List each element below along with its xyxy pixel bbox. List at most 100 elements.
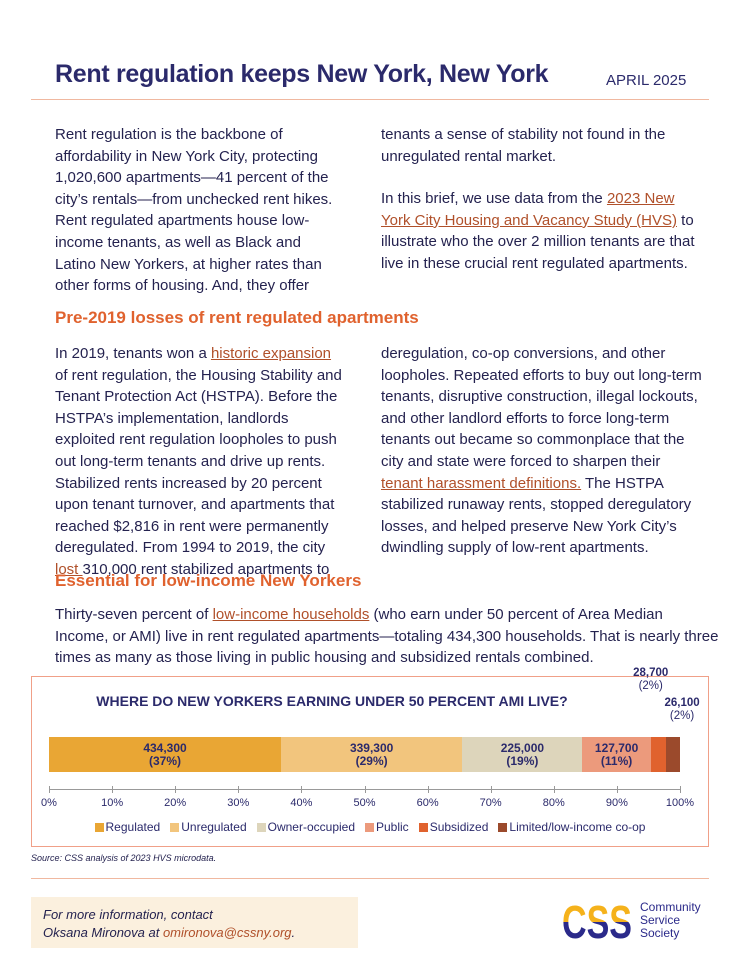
tenant-harassment-link[interactable]: tenant harassment definitions. — [381, 474, 582, 492]
legend-swatch — [365, 822, 374, 832]
page-title: Rent regulation keeps New York, New York — [55, 60, 549, 88]
callout-value: 26,100 — [664, 697, 700, 709]
text: The HSTPA stabilized runaway rents, stop… — [381, 474, 692, 557]
x-tick — [427, 786, 429, 793]
legend-item: Regulated — [94, 820, 161, 834]
bar-pct-label: (37%) — [149, 754, 182, 768]
bar-pct-label: (29%) — [355, 754, 388, 768]
legend-label: Unregulated — [181, 820, 247, 834]
source-note: Source: CSS analysis of 2023 HVS microda… — [31, 853, 217, 863]
bar-callout-label: 26,100 (2%) — [660, 697, 704, 723]
text: of rent regulation, the Housing Stabilit… — [55, 366, 342, 557]
text: to illustrate who the over 2 million ten… — [381, 211, 695, 272]
x-tick — [490, 786, 492, 793]
legend-label: Public — [376, 820, 409, 834]
text: Society — [640, 925, 680, 940]
text: Service — [640, 912, 681, 927]
text: . — [291, 925, 296, 940]
x-tick — [553, 786, 555, 793]
text: In 2019, tenants won a — [55, 345, 211, 362]
bar-pct-label: (19%) — [506, 754, 539, 768]
x-tick-label: 50% — [353, 797, 376, 809]
x-tick-label: 90% — [605, 797, 628, 809]
legend-label: Subsidized — [429, 820, 489, 834]
email-link[interactable]: omironova@cssny.org — [162, 925, 292, 940]
legend-item: Unregulated — [170, 820, 247, 834]
section-heading-low-income: Essential for low-income New Yorkers — [55, 571, 362, 590]
historic-expansion-link[interactable]: historic expansion — [210, 345, 332, 362]
bar-value-label: 225,000 — [500, 741, 545, 755]
x-tick — [301, 786, 303, 793]
x-tick-label: 60% — [416, 797, 439, 809]
losses-left: In 2019, tenants won a historic expansio… — [55, 343, 345, 581]
contact-line-1: For more information, contact — [43, 907, 213, 922]
x-tick-label: 70% — [479, 797, 502, 809]
legend-swatch — [498, 822, 508, 832]
bar-value-label: 127,700 — [594, 741, 639, 755]
low-income-paragraph: Thirty-seven percent of low-income house… — [55, 604, 720, 669]
x-tick-label: 10% — [101, 797, 124, 809]
x-tick-label: 30% — [227, 797, 250, 809]
x-tick-label: 20% — [164, 797, 187, 809]
text: Oksana Mironova at — [43, 925, 163, 940]
intro-right: tenants a sense of stability not found i… — [381, 124, 706, 275]
hvs-link[interactable]: 2023 New York City Housing and Vacancy S… — [381, 190, 677, 229]
x-tick — [238, 786, 240, 793]
x-tick-label: 40% — [290, 797, 313, 809]
bar-segment-owner-occupied: 225,000 (19%) — [462, 737, 583, 772]
css-logo: CSS Community Service Society — [562, 899, 701, 941]
lost-link[interactable]: lost — [55, 560, 83, 578]
x-tick — [680, 786, 681, 793]
callout-value: 28,700 — [633, 667, 669, 679]
legend: Regulated Unregulated Owner-occupied Public… — [32, 820, 708, 834]
x-tick-label: 100% — [665, 797, 695, 809]
x-tick — [112, 786, 114, 793]
header-divider — [31, 99, 709, 100]
intro-left: Rent regulation is the backbone of affor… — [55, 126, 333, 295]
x-tick — [364, 786, 366, 793]
contact-line-2: Oksana Mironova at omironova@cssny.org. — [43, 924, 346, 942]
text: In this brief, we use data from the — [381, 190, 607, 208]
bar-pct-label: (11%) — [600, 754, 633, 768]
bar-segment-subsidized — [650, 737, 667, 772]
legend-swatch — [256, 822, 266, 832]
intro-para-2: In this brief, we use data from the 2023… — [381, 188, 706, 274]
x-tick-label: 80% — [542, 797, 565, 809]
footer-divider — [31, 878, 709, 879]
legend-swatch — [170, 822, 180, 832]
bar-segment-limited-low-income-co-op — [666, 737, 680, 772]
legend-label: Regulated — [105, 820, 161, 834]
section-heading-losses: Pre-2019 losses of rent regulated apartm… — [55, 308, 419, 327]
legend-item: Subsidized — [418, 820, 489, 834]
text: (who earn under 50 percent of Area Media… — [55, 606, 719, 667]
chart-box: WHERE DO NEW YORKERS EARNING UNDER 50 PE… — [31, 667, 709, 847]
text: deregulation, co-op conversions, and oth… — [381, 345, 702, 470]
legend-item: Owner-occupied — [256, 820, 355, 834]
callout-pct: (2%) — [638, 680, 663, 692]
contact-box: For more information, contact Oksana Mir… — [31, 897, 358, 948]
low-income-households-link[interactable]: low-income households — [212, 606, 370, 623]
bar-segment-unregulated: 339,300 (29%) — [281, 737, 463, 772]
bar-value-label: 339,300 — [349, 741, 394, 755]
legend-swatch — [418, 822, 428, 832]
callout-pct: (2%) — [669, 710, 695, 722]
text: 310,000 rent stabilized apartments to — [82, 560, 330, 578]
text: Thirty-seven percent of — [55, 606, 213, 623]
intro-para-1: tenants a sense of stability not found i… — [381, 126, 666, 165]
bar-segment-public: 127,700 (11%) — [582, 737, 651, 772]
svg-text:CSS: CSS — [562, 899, 632, 941]
css-logo-mark: CSS — [562, 899, 632, 941]
bar-callout-label: 28,700 (2%) — [629, 667, 673, 693]
text: Community — [640, 899, 701, 914]
legend-label: Limited/low-income co-op — [509, 820, 646, 834]
bar-value-label: 434,300 — [143, 741, 187, 755]
legend-swatch — [94, 822, 104, 832]
x-tick — [49, 786, 50, 793]
logo-text: Community Service Society — [640, 899, 701, 940]
chart-title: WHERE DO NEW YORKERS EARNING UNDER 50 PE… — [96, 693, 568, 709]
x-tick-label: 0% — [41, 797, 57, 809]
legend-item: Limited/low-income co-op — [498, 820, 645, 834]
x-tick — [175, 786, 177, 793]
legend-item: Public — [365, 820, 409, 834]
x-tick — [616, 786, 618, 793]
